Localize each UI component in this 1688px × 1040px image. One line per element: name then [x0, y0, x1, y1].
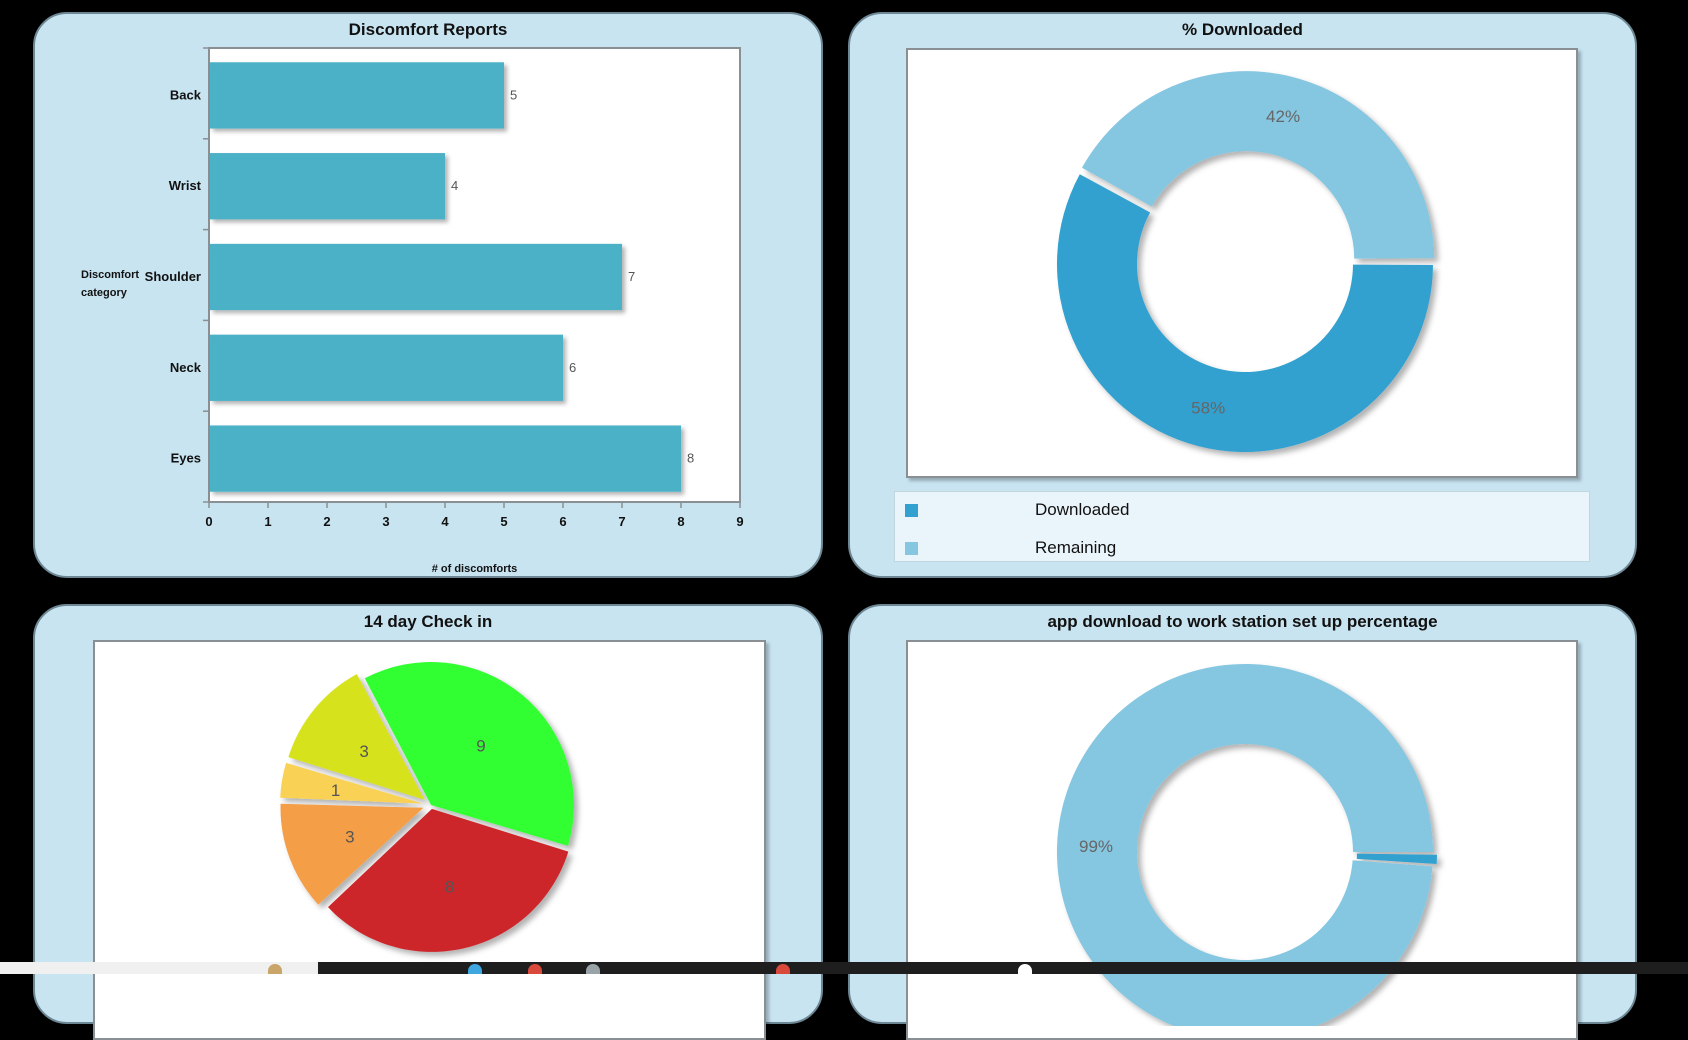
legend-swatch-remaining	[905, 542, 918, 555]
legend-label-remaining: Remaining	[1035, 538, 1117, 557]
taskbar-search-area[interactable]	[0, 962, 318, 974]
downloaded-legend: Downloaded Remaining	[894, 491, 1590, 562]
downloaded-panel: % Downloaded 58% 42% Downloaded Remaining	[848, 12, 1637, 578]
donut-slice-setup-main[interactable]	[1057, 664, 1433, 1026]
checkin-title: 14 day Check in	[363, 612, 493, 631]
bar-data-label: 5	[510, 87, 517, 102]
donut-data-label: 99%	[1079, 837, 1113, 856]
pie-slice-orange[interactable]	[280, 803, 424, 905]
bar-shoulder[interactable]	[210, 243, 622, 311]
y-axis-title: Discomfort category	[81, 269, 139, 299]
x-tick-label: 9	[736, 514, 743, 529]
x-tick-label: 8	[677, 514, 684, 529]
bar-neck[interactable]	[210, 334, 563, 401]
discomfort-title: Discomfort Reports	[348, 20, 508, 39]
bar-wrist[interactable]	[210, 153, 445, 220]
x-tick-label: 5	[500, 514, 507, 529]
x-tick-label: 3	[382, 514, 389, 529]
taskbar-app-icon[interactable]	[468, 964, 482, 974]
x-tick-label: 7	[618, 514, 625, 529]
pie-slice-yellow[interactable]	[280, 762, 424, 804]
x-tick-label: 1	[264, 514, 271, 529]
checkin-pie-chart: 9 8 3 1 3	[280, 662, 574, 952]
bar-eyes[interactable]	[210, 425, 681, 492]
x-tick-label: 0	[205, 514, 212, 529]
donut-slice-setup-small[interactable]	[1356, 853, 1437, 864]
setup-panel: app download to work station set up perc…	[848, 604, 1637, 1040]
pie-slice-green[interactable]	[364, 662, 574, 846]
bar-data-label: 6	[569, 360, 576, 375]
bar-data-label: 7	[628, 269, 635, 284]
bar-back[interactable]	[210, 62, 504, 129]
downloaded-title: % Downloaded	[1182, 20, 1303, 39]
pie-data-label: 9	[476, 736, 485, 755]
donut-data-label: 58%	[1191, 398, 1225, 417]
y-tick-label: Wrist	[169, 178, 202, 193]
taskbar-app-icon[interactable]	[586, 964, 600, 974]
pie-data-label: 1	[331, 781, 340, 800]
legend-item-remaining[interactable]: Remaining	[895, 534, 1589, 564]
taskbar-app-icon[interactable]	[1018, 964, 1032, 974]
taskbar	[0, 962, 1688, 974]
y-tick-label: Neck	[170, 360, 202, 375]
x-axis-title: # of discomforts	[432, 563, 518, 575]
pie-slice-red[interactable]	[327, 808, 569, 952]
taskbar-app-icon[interactable]	[528, 964, 542, 974]
y-tick-label: Eyes	[171, 451, 201, 466]
legend-label-downloaded: Downloaded	[1035, 500, 1130, 519]
taskbar-app-icon[interactable]	[268, 964, 282, 974]
bar-data-label: 4	[451, 178, 458, 193]
taskbar-app-icon[interactable]	[776, 964, 790, 974]
donut-slice-remaining[interactable]	[1081, 71, 1435, 259]
y-tick-label: Shoulder	[145, 269, 201, 284]
pie-slice-yellowgreen[interactable]	[288, 674, 425, 800]
donut-data-label: 42%	[1266, 107, 1300, 126]
bar-data-label: 8	[687, 451, 694, 466]
setup-title: app download to work station set up perc…	[1047, 612, 1438, 631]
discomfort-panel: Discomfort Reports 5 Back 4 Wrist 7 Shoulder 6…	[33, 12, 823, 578]
y-tick-label: Back	[170, 87, 202, 102]
x-tick-label: 4	[441, 514, 449, 529]
checkin-panel: 14 day Check in 9 8 3 1 3	[33, 604, 823, 1040]
pie-data-label: 8	[445, 878, 454, 897]
pie-data-label: 3	[359, 742, 368, 761]
x-tick-label: 6	[559, 514, 566, 529]
setup-donut-chart: 99%	[1057, 664, 1437, 1026]
legend-item-downloaded[interactable]: Downloaded	[895, 496, 1589, 526]
legend-swatch-downloaded	[905, 504, 918, 517]
donut-slice-downloaded[interactable]	[1057, 174, 1433, 452]
x-tick-label: 2	[323, 514, 330, 529]
pie-data-label: 3	[345, 827, 354, 846]
downloaded-donut-chart: 58% 42%	[1057, 71, 1435, 452]
discomfort-bar-chart: 5 Back 4 Wrist 7 Shoulder 6 Neck 8 Eyes 0 1 2 3 4 5 6 7 8 9…	[81, 47, 744, 575]
